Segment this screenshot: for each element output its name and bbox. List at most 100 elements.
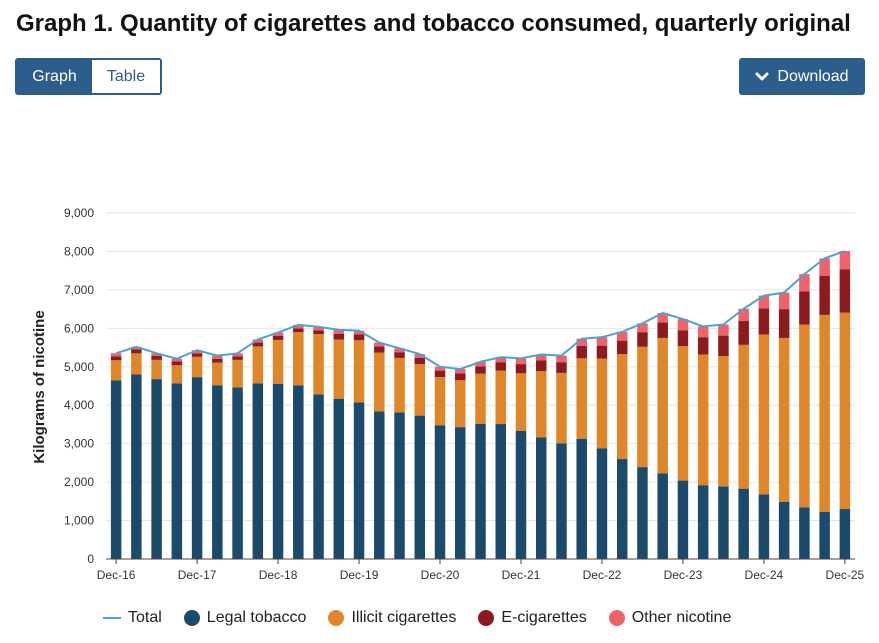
bar-other-nicotine[interactable] <box>839 251 851 270</box>
bar-e-cigarettes[interactable] <box>718 335 729 357</box>
bar-e-cigarettes[interactable] <box>697 337 709 355</box>
bar-other-nicotine[interactable] <box>657 312 668 323</box>
bar-legal-tobacco[interactable] <box>272 383 284 559</box>
bar-other-nicotine[interactable] <box>616 331 628 341</box>
bar-legal-tobacco[interactable] <box>535 437 547 559</box>
download-button[interactable]: Download <box>739 58 865 95</box>
bar-other-nicotine[interactable] <box>333 329 345 334</box>
bar-illicit-cigarettes[interactable] <box>697 354 709 486</box>
bar-other-nicotine[interactable] <box>374 342 385 347</box>
bar-other-nicotine[interactable] <box>515 358 527 365</box>
bar-e-cigarettes[interactable] <box>272 336 284 340</box>
bar-e-cigarettes[interactable] <box>677 330 689 347</box>
bar-legal-tobacco[interactable] <box>637 467 648 559</box>
bar-other-nicotine[interactable] <box>394 348 405 353</box>
bar-other-nicotine[interactable] <box>212 355 223 359</box>
bar-illicit-cigarettes[interactable] <box>191 356 203 378</box>
bar-legal-tobacco[interactable] <box>434 425 446 559</box>
bar-e-cigarettes[interactable] <box>475 366 486 374</box>
bar-other-nicotine[interactable] <box>475 361 486 367</box>
bar-illicit-cigarettes[interactable] <box>839 312 851 510</box>
bar-legal-tobacco[interactable] <box>131 374 142 559</box>
bar-e-cigarettes[interactable] <box>556 362 567 373</box>
bar-e-cigarettes[interactable] <box>313 330 324 335</box>
bar-illicit-cigarettes[interactable] <box>353 340 365 403</box>
bar-other-nicotine[interactable] <box>556 355 567 363</box>
bar-legal-tobacco[interactable] <box>738 488 749 559</box>
bar-other-nicotine[interactable] <box>495 357 506 363</box>
bar-illicit-cigarettes[interactable] <box>495 370 506 425</box>
bar-illicit-cigarettes[interactable] <box>738 344 749 489</box>
bar-other-nicotine[interactable] <box>110 353 122 357</box>
bar-other-nicotine[interactable] <box>131 346 142 350</box>
bar-legal-tobacco[interactable] <box>455 427 466 559</box>
bar-other-nicotine[interactable] <box>232 353 243 357</box>
bar-e-cigarettes[interactable] <box>151 356 162 360</box>
bar-illicit-cigarettes[interactable] <box>596 358 608 449</box>
bar-e-cigarettes[interactable] <box>495 362 506 371</box>
bar-illicit-cigarettes[interactable] <box>110 360 122 381</box>
bar-illicit-cigarettes[interactable] <box>272 339 284 384</box>
bar-illicit-cigarettes[interactable] <box>616 354 628 460</box>
bar-e-cigarettes[interactable] <box>110 356 122 361</box>
bar-e-cigarettes[interactable] <box>394 352 405 358</box>
bar-e-cigarettes[interactable] <box>657 322 668 338</box>
bar-illicit-cigarettes[interactable] <box>212 362 223 386</box>
bar-illicit-cigarettes[interactable] <box>434 377 446 426</box>
bar-illicit-cigarettes[interactable] <box>718 356 729 487</box>
bar-legal-tobacco[interactable] <box>556 443 567 559</box>
bar-legal-tobacco[interactable] <box>839 509 851 559</box>
bar-e-cigarettes[interactable] <box>232 356 243 360</box>
bar-illicit-cigarettes[interactable] <box>414 364 426 416</box>
bar-e-cigarettes[interactable] <box>535 360 547 372</box>
bar-other-nicotine[interactable] <box>576 338 587 347</box>
bar-legal-tobacco[interactable] <box>353 402 365 559</box>
bar-illicit-cigarettes[interactable] <box>374 352 385 412</box>
bar-e-cigarettes[interactable] <box>333 333 345 340</box>
bar-illicit-cigarettes[interactable] <box>576 358 587 439</box>
bar-illicit-cigarettes[interactable] <box>535 371 547 438</box>
legend-legal[interactable]: Legal tobacco <box>183 609 306 627</box>
bar-illicit-cigarettes[interactable] <box>657 337 668 474</box>
bar-legal-tobacco[interactable] <box>515 430 527 559</box>
bar-illicit-cigarettes[interactable] <box>151 359 162 380</box>
bar-e-cigarettes[interactable] <box>353 334 365 341</box>
bar-e-cigarettes[interactable] <box>434 370 446 378</box>
graph-tab[interactable]: Graph <box>17 60 92 93</box>
bar-other-nicotine[interactable] <box>434 366 446 371</box>
bar-other-nicotine[interactable] <box>151 353 162 357</box>
bar-legal-tobacco[interactable] <box>414 415 426 559</box>
legend-ecig[interactable]: E-cigarettes <box>478 609 587 627</box>
bar-e-cigarettes[interactable] <box>839 269 851 313</box>
bar-other-nicotine[interactable] <box>313 326 324 331</box>
bar-e-cigarettes[interactable] <box>596 345 608 359</box>
bar-illicit-cigarettes[interactable] <box>131 353 142 375</box>
bar-e-cigarettes[interactable] <box>778 309 790 338</box>
bar-legal-tobacco[interactable] <box>657 473 668 559</box>
bar-legal-tobacco[interactable] <box>475 423 486 559</box>
bar-e-cigarettes[interactable] <box>212 358 223 363</box>
bar-legal-tobacco[interactable] <box>171 383 183 559</box>
bar-illicit-cigarettes[interactable] <box>556 372 567 444</box>
bar-legal-tobacco[interactable] <box>212 385 223 559</box>
bar-e-cigarettes[interactable] <box>799 291 810 325</box>
bar-other-nicotine[interactable] <box>191 350 203 354</box>
bar-legal-tobacco[interactable] <box>718 486 729 559</box>
bar-other-nicotine[interactable] <box>718 324 729 336</box>
bar-legal-tobacco[interactable] <box>293 385 304 559</box>
table-tab[interactable]: Table <box>92 60 160 93</box>
bar-other-nicotine[interactable] <box>171 358 183 362</box>
bar-illicit-cigarettes[interactable] <box>778 337 790 502</box>
bar-legal-tobacco[interactable] <box>151 379 162 559</box>
bar-other-nicotine[interactable] <box>799 274 810 292</box>
bar-e-cigarettes[interactable] <box>414 357 426 365</box>
bar-legal-tobacco[interactable] <box>576 438 587 559</box>
bar-other-nicotine[interactable] <box>677 319 689 331</box>
bar-legal-tobacco[interactable] <box>677 480 689 559</box>
bar-illicit-cigarettes[interactable] <box>293 332 304 386</box>
bar-e-cigarettes[interactable] <box>758 308 770 335</box>
bar-e-cigarettes[interactable] <box>293 328 304 333</box>
bar-e-cigarettes[interactable] <box>515 364 527 374</box>
bar-legal-tobacco[interactable] <box>110 380 122 559</box>
bar-e-cigarettes[interactable] <box>455 373 466 381</box>
